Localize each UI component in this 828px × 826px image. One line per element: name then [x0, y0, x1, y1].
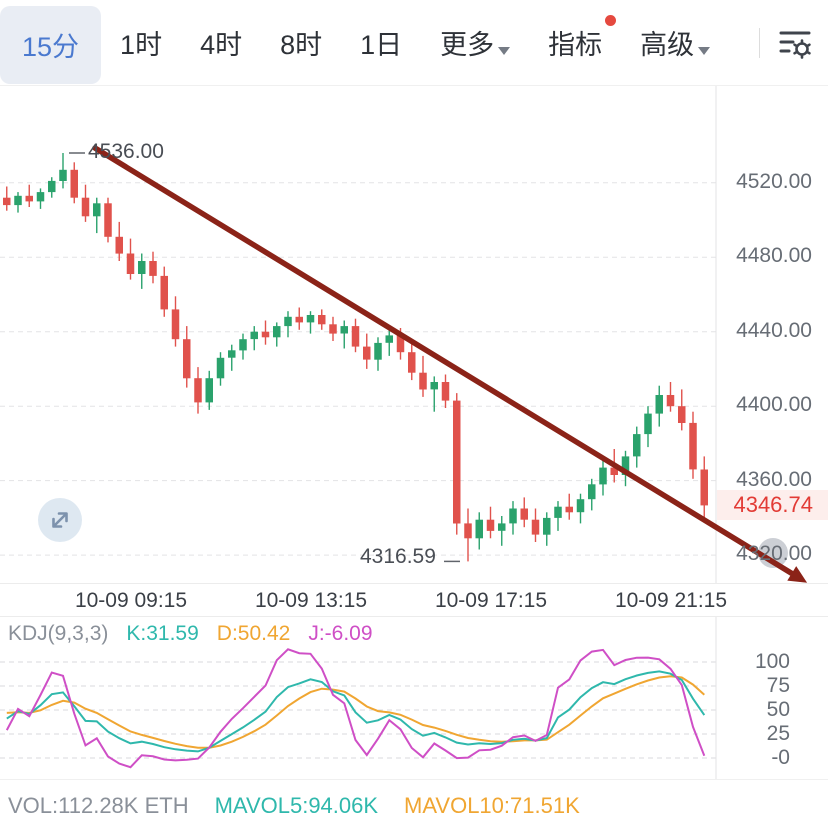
- tab-label: 更多: [440, 30, 495, 60]
- vertical-divider: [759, 27, 760, 58]
- expand-arrows-icon: [52, 512, 68, 528]
- tab-label: 1日: [360, 30, 403, 60]
- kdj-j-value: J:-6.09: [308, 622, 373, 645]
- kdj-k-value: K:31.59: [126, 622, 199, 645]
- trend-arrowhead: [787, 566, 808, 583]
- kdj-title: KDJ(9,3,3): [8, 622, 109, 645]
- expand-chart-button[interactable]: [38, 498, 82, 542]
- mavol10-value: MAVOL10:71.51K: [404, 793, 580, 818]
- tab-label: 4时: [200, 30, 243, 60]
- vol-value: VOL:112.28K ETH: [8, 793, 189, 818]
- kdj-d-line: [6, 675, 705, 749]
- kdj-canvas[interactable]: [0, 617, 828, 779]
- interval-tabbar: 15分 1时 4时 8时 1日 更多 指标 高级: [0, 0, 828, 86]
- tab-8h[interactable]: 8时: [261, 0, 341, 86]
- chevron-down-icon: [698, 46, 711, 55]
- tab-more[interactable]: 更多: [421, 0, 529, 86]
- tab-label: 指标: [548, 30, 603, 60]
- tab-advanced[interactable]: 高级: [621, 0, 729, 86]
- notification-dot-badge: [605, 14, 617, 26]
- tab-1d[interactable]: 1日: [341, 0, 421, 86]
- list-gear-icon: [779, 31, 811, 59]
- tab-indicators[interactable]: 指标: [529, 0, 621, 86]
- time-axis-label: 10-09 09:15: [74, 589, 188, 612]
- tab-15min[interactable]: 15分: [0, 5, 102, 84]
- tab-label: 1时: [120, 30, 163, 60]
- kdj-k-line: [6, 670, 706, 753]
- tab-label: 8时: [280, 30, 323, 60]
- high-price-label: 4536.00: [88, 140, 164, 163]
- time-axis-label: 10-09 17:15: [434, 589, 548, 612]
- tab-4h[interactable]: 4时: [181, 0, 261, 86]
- kdj-d-value: D:50.42: [216, 622, 291, 645]
- low-price-label: 4316.59: [360, 545, 436, 568]
- chevron-down-icon: [498, 46, 511, 55]
- kdj-header: KDJ(9,3,3) K:31.59 D:50.42 J:-6.09: [8, 622, 373, 646]
- time-axis-label: 10-09 21:15: [614, 589, 728, 612]
- volume-header: VOL:112.28K ETH MAVOL5:94.06K MAVOL10:71…: [0, 779, 828, 826]
- tab-1h[interactable]: 1时: [101, 0, 181, 86]
- last-price-tag: 4346.74: [717, 490, 828, 520]
- mavol5-value: MAVOL5:94.06K: [214, 793, 379, 818]
- kdj-j-line: [5, 648, 706, 769]
- tab-label: 15分: [22, 32, 80, 62]
- candlestick-chart[interactable]: 4520.00 4480.00 4440.00 4400.00 4360.00 4320.…: [0, 86, 828, 583]
- kdj-panel[interactable]: KDJ(9,3,3) K:31.59 D:50.42 J:-6.09 100 75…: [0, 617, 828, 779]
- time-axis: 10-09 09:15 10-09 13:15 10-09 17:15 10-09 2…: [0, 583, 828, 617]
- candles-canvas[interactable]: [0, 86, 828, 583]
- tab-label: 高级: [640, 30, 695, 60]
- chart-settings-button[interactable]: [760, 24, 828, 62]
- time-axis-label: 10-09 13:15: [254, 589, 368, 612]
- trend-line: [92, 145, 799, 579]
